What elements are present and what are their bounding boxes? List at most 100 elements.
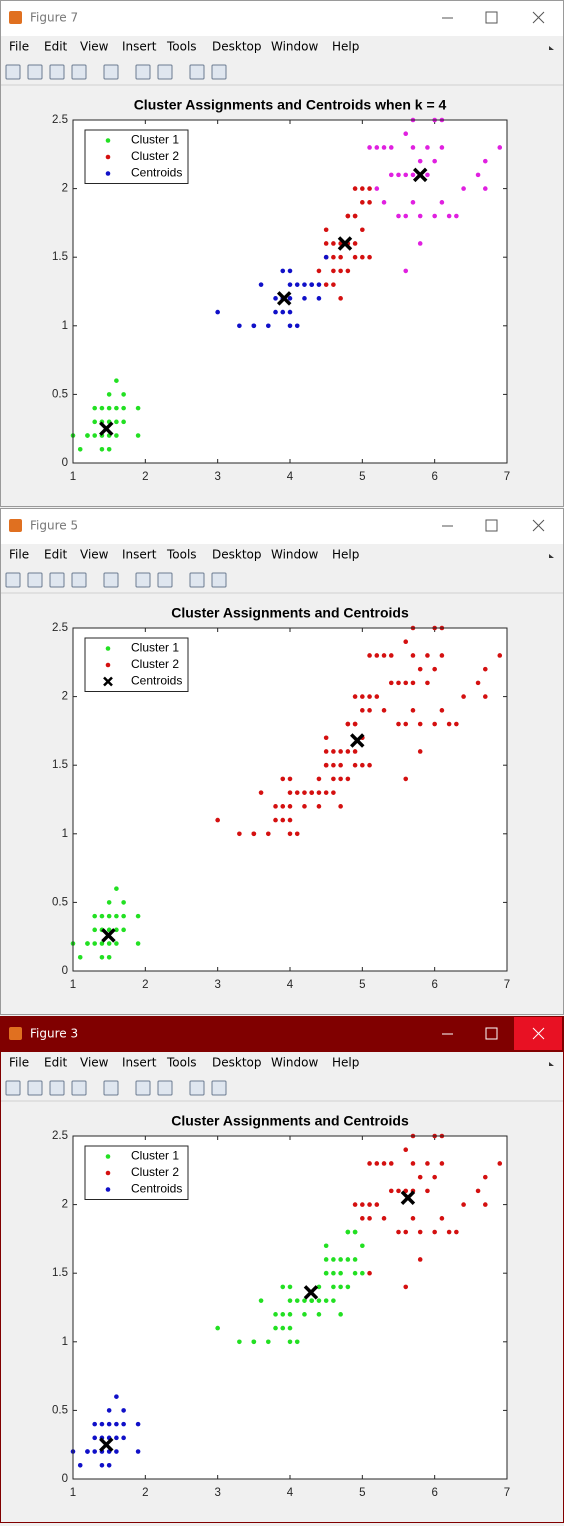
data-point <box>352 1270 358 1276</box>
menu-item[interactable]: Window <box>271 548 319 562</box>
data-point <box>381 145 387 150</box>
toolbar-button[interactable] <box>211 64 227 80</box>
data-point <box>135 1421 141 1427</box>
data-point <box>77 1462 83 1468</box>
data-point <box>475 680 481 686</box>
maximize-button[interactable] <box>485 11 498 24</box>
y-tick-label: 0 <box>62 457 68 469</box>
menu-item[interactable]: Tools <box>166 40 197 54</box>
data-point <box>410 680 416 686</box>
toolbar-button[interactable] <box>27 572 43 588</box>
close-button[interactable] <box>532 519 545 532</box>
toolbar-button[interactable] <box>135 64 151 80</box>
toolbar-button[interactable] <box>5 64 21 80</box>
menu-item[interactable]: Window <box>271 1056 319 1070</box>
data-point <box>302 1312 307 1317</box>
data-point <box>352 721 358 727</box>
toolbar-button[interactable] <box>189 64 205 80</box>
menu-item[interactable]: File <box>9 40 29 54</box>
data-point <box>367 762 372 768</box>
data-point <box>410 1216 416 1221</box>
toolbar-button[interactable] <box>211 1080 227 1096</box>
window-title: Figure 7 <box>30 11 78 25</box>
menu-item[interactable]: Insert <box>122 1056 157 1070</box>
data-point <box>338 268 343 274</box>
data-point <box>273 296 278 301</box>
menu-item[interactable]: View <box>80 548 109 562</box>
menu-item[interactable]: Help <box>332 40 359 54</box>
data-point <box>266 831 271 837</box>
data-point <box>302 804 307 809</box>
data-point <box>338 749 343 754</box>
legend-label: Centroids <box>131 674 182 688</box>
maximize-button[interactable] <box>485 1027 498 1040</box>
toolbar-button[interactable] <box>27 1080 43 1096</box>
data-point <box>396 1229 401 1235</box>
toolbar-button[interactable] <box>189 572 205 588</box>
menu-item[interactable]: Window <box>271 40 319 54</box>
menu-item[interactable]: Help <box>332 1056 359 1070</box>
toolbar-button[interactable] <box>49 572 65 588</box>
toolbar-button[interactable] <box>71 1080 87 1096</box>
toolbar-button[interactable] <box>103 64 119 80</box>
menu-item[interactable]: Desktop <box>212 548 262 562</box>
figure-window: Figure 7 File Edit View Insert Tools Desktop Wi… <box>0 0 564 507</box>
data-point <box>280 776 286 782</box>
legend-label: Centroids <box>131 1182 182 1196</box>
data-point <box>99 1421 105 1427</box>
menu-item[interactable]: View <box>80 40 109 54</box>
data-point <box>114 1435 119 1441</box>
toolbar-button[interactable] <box>135 572 151 588</box>
toolbar-button[interactable] <box>103 572 119 588</box>
menu-item[interactable]: File <box>9 1056 29 1070</box>
toolbar-button[interactable] <box>5 572 21 588</box>
toolbar-button[interactable] <box>27 64 43 80</box>
data-point <box>237 831 242 837</box>
data-point <box>287 296 293 301</box>
legend-marker <box>105 646 111 651</box>
x-tick-label: 4 <box>287 979 294 991</box>
toolbar-button[interactable] <box>49 64 65 80</box>
toolbar-button[interactable] <box>157 572 173 588</box>
toolbar-button[interactable] <box>71 572 87 588</box>
menu-item[interactable]: Edit <box>44 40 68 54</box>
data-point <box>114 1449 119 1454</box>
data-point <box>114 913 119 919</box>
menu-item[interactable]: Help <box>332 548 359 562</box>
close-button[interactable] <box>532 1027 545 1040</box>
data-point <box>294 1339 300 1345</box>
menu-item[interactable]: View <box>80 1056 109 1070</box>
toolbar-button[interactable] <box>189 1080 205 1096</box>
data-point <box>280 804 286 809</box>
close-button[interactable] <box>532 11 545 24</box>
toolbar-button[interactable] <box>157 64 173 80</box>
toolbar-button[interactable] <box>135 1080 151 1096</box>
legend-marker <box>105 1170 111 1176</box>
data-point <box>360 694 365 699</box>
toolbar-button[interactable] <box>5 1080 21 1096</box>
toolbar-button[interactable] <box>49 1080 65 1096</box>
maximize-button[interactable] <box>485 519 498 532</box>
menu-item[interactable]: Insert <box>122 40 157 54</box>
data-point <box>323 762 329 768</box>
toolbar-button[interactable] <box>211 572 227 588</box>
toolbar-button[interactable] <box>71 64 87 80</box>
menu-item[interactable]: Edit <box>44 548 68 562</box>
toolbar-button[interactable] <box>103 1080 119 1096</box>
data-point <box>446 1229 452 1235</box>
menu-item[interactable]: Tools <box>166 1056 197 1070</box>
centroid-marker <box>99 1437 114 1452</box>
menu-item[interactable]: Insert <box>122 548 157 562</box>
legend-marker <box>105 154 111 160</box>
x-tick-label: 2 <box>142 1487 148 1499</box>
menu-item[interactable]: File <box>9 548 29 562</box>
data-point <box>309 1298 315 1303</box>
menu-item[interactable]: Desktop <box>212 1056 262 1070</box>
menu-item[interactable]: Edit <box>44 1056 68 1070</box>
menu-item[interactable]: Tools <box>166 548 197 562</box>
toolbar-button[interactable] <box>157 1080 173 1096</box>
menu-item[interactable]: Desktop <box>212 40 262 54</box>
data-point <box>331 1257 336 1262</box>
data-point <box>432 1229 437 1235</box>
data-point <box>85 1449 90 1454</box>
